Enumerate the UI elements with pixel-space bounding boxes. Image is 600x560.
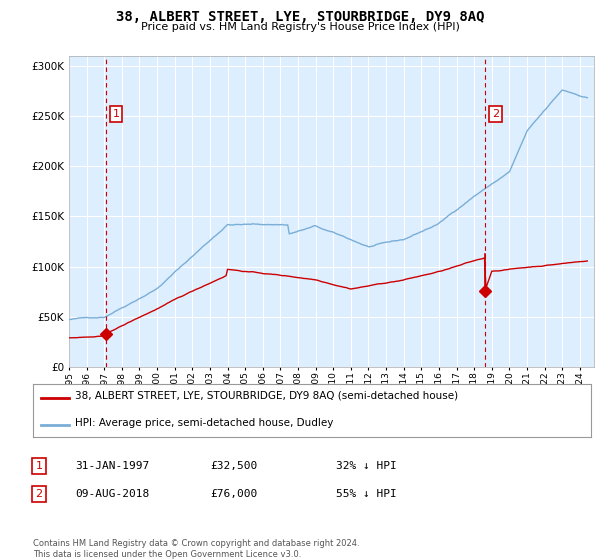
Text: 1: 1 [113, 109, 119, 119]
Text: HPI: Average price, semi-detached house, Dudley: HPI: Average price, semi-detached house,… [75, 418, 333, 428]
Text: 38, ALBERT STREET, LYE, STOURBRIDGE, DY9 8AQ (semi-detached house): 38, ALBERT STREET, LYE, STOURBRIDGE, DY9… [75, 391, 458, 400]
Text: Contains HM Land Registry data © Crown copyright and database right 2024.
This d: Contains HM Land Registry data © Crown c… [33, 539, 359, 559]
Text: 32% ↓ HPI: 32% ↓ HPI [336, 461, 397, 471]
Text: 2: 2 [35, 489, 43, 499]
Text: £32,500: £32,500 [210, 461, 257, 471]
Text: Price paid vs. HM Land Registry's House Price Index (HPI): Price paid vs. HM Land Registry's House … [140, 22, 460, 32]
Text: £76,000: £76,000 [210, 489, 257, 499]
Text: 55% ↓ HPI: 55% ↓ HPI [336, 489, 397, 499]
Text: 09-AUG-2018: 09-AUG-2018 [75, 489, 149, 499]
Text: 1: 1 [35, 461, 43, 471]
Text: 31-JAN-1997: 31-JAN-1997 [75, 461, 149, 471]
Text: 2: 2 [492, 109, 499, 119]
Text: 38, ALBERT STREET, LYE, STOURBRIDGE, DY9 8AQ: 38, ALBERT STREET, LYE, STOURBRIDGE, DY9… [116, 10, 484, 24]
